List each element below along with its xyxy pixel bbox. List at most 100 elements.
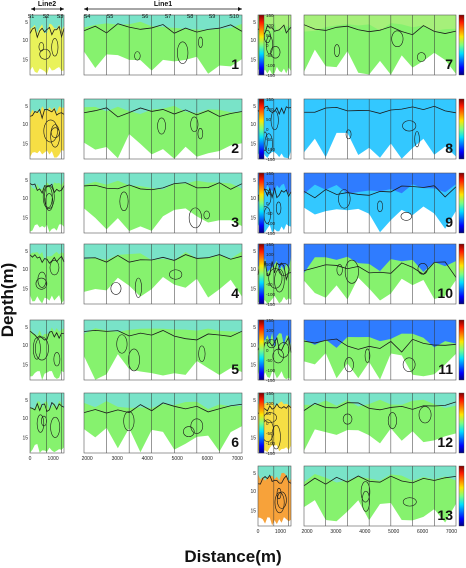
depth-tick-label: 15 [22, 141, 28, 147]
contour-line [402, 357, 416, 372]
panel-number: 9 [445, 214, 453, 230]
contour-line [183, 426, 195, 438]
contour-line [402, 120, 417, 132]
colorbar-gradient [458, 172, 465, 234]
panel-number: 4 [231, 285, 239, 301]
colorbar-tick-label: 50 [266, 191, 272, 196]
contour-line [29, 330, 65, 341]
contour-line [83, 182, 243, 191]
depth-tick-label: 10 [22, 343, 28, 349]
depth-tick-label: 10 [250, 196, 256, 202]
depth-tick-label: 5 [253, 178, 256, 184]
x-tick-label: 0 [257, 529, 260, 535]
colorbar-tick-label: 50 [266, 411, 272, 416]
arrow-head [31, 7, 35, 11]
contour-line [123, 411, 135, 432]
contour-line [42, 185, 55, 210]
depth-tick-label: 5 [253, 325, 256, 331]
depth-tick-label: 5 [253, 471, 256, 477]
colorbar-tick-label: 150 [266, 97, 274, 102]
colorbar-tick-label: -100 [266, 147, 276, 152]
x-tick-label: 0 [29, 456, 32, 462]
arrow-head [84, 7, 88, 11]
contour-line [45, 193, 54, 211]
surface-layer [304, 15, 456, 32]
contour-line [303, 185, 457, 199]
contour-line [344, 259, 359, 284]
depth-tick-label: 10 [22, 122, 28, 128]
depth-tick-label: 15 [250, 435, 256, 441]
depth-tick-label: 5 [253, 20, 256, 26]
colorbar-gradient [258, 98, 265, 160]
depth-tick-label: 15 [22, 435, 28, 441]
panel-frame [257, 465, 292, 527]
heatmap-panel-7-line1 [303, 14, 457, 76]
colorbar-tick-label: 0 [266, 127, 269, 132]
contour-line [276, 487, 282, 500]
colorbar-tick-label: 50 [266, 33, 272, 38]
heatmap-panel-7-line2 [257, 14, 292, 76]
heatmap-panel-13-line2 [257, 465, 292, 527]
contour-line [50, 124, 60, 148]
colorbar-tick-label: 150 [266, 13, 274, 18]
depth-tick-label: 10 [22, 196, 28, 202]
contour-line [49, 259, 60, 276]
surface-layer [84, 99, 242, 115]
surface-layer [304, 320, 456, 348]
panel-frame [83, 392, 243, 454]
contour-line [402, 497, 417, 507]
panel-frame [29, 98, 65, 160]
panel-frame [303, 392, 457, 454]
contour-line [277, 342, 290, 358]
depth-tick-label: 15 [22, 362, 28, 368]
coverage-area [84, 99, 242, 159]
contour-line [29, 108, 65, 120]
panel-frame [257, 172, 292, 234]
colorbar-tick-label: -100 [266, 368, 276, 373]
panel-frame [257, 392, 292, 454]
contour-line [29, 254, 65, 264]
heatmap-panel-6-line1 [83, 392, 243, 454]
heatmap-panel-13-line1 [303, 465, 457, 527]
contour-line [303, 261, 457, 278]
colorbar-tick-label: -100 [266, 441, 276, 446]
x-tick-label: 7000 [232, 456, 243, 462]
contour-line [416, 52, 426, 62]
contour-line [268, 268, 283, 289]
station-label: S9 [209, 14, 216, 20]
depth-tick-label: 15 [250, 141, 256, 147]
panel-frame [257, 98, 292, 160]
panel-number: 2 [231, 140, 239, 156]
coverage-area [84, 393, 242, 453]
contour-line [270, 110, 279, 131]
heatmap-panel-12-line1 [303, 392, 457, 454]
station-label: S2 [43, 14, 50, 20]
panel-frame [303, 172, 457, 234]
contour-line [418, 406, 432, 424]
heatmap-panel-10-line1 [303, 243, 457, 305]
contour-line [197, 128, 204, 140]
contour-line [51, 38, 59, 57]
arrow-head [238, 7, 242, 11]
x-tick-label: 7000 [446, 529, 457, 535]
panel-frame [83, 14, 243, 76]
depth-tick-label: 15 [250, 286, 256, 292]
colorbar-tick-label: 50 [266, 262, 272, 267]
depth-tick-label: 10 [250, 343, 256, 349]
colorbar-gradient [258, 243, 265, 305]
station-label: S1 [28, 14, 35, 20]
panel-number: 7 [445, 56, 453, 72]
panel-frame [257, 319, 292, 381]
station-label: S10 [229, 14, 239, 20]
contour-line [344, 357, 354, 373]
surface-layer [258, 173, 291, 193]
contour-line [83, 23, 243, 34]
contour-line [258, 188, 272, 208]
x-tick-label: 6000 [202, 456, 213, 462]
contour-line [83, 254, 243, 263]
